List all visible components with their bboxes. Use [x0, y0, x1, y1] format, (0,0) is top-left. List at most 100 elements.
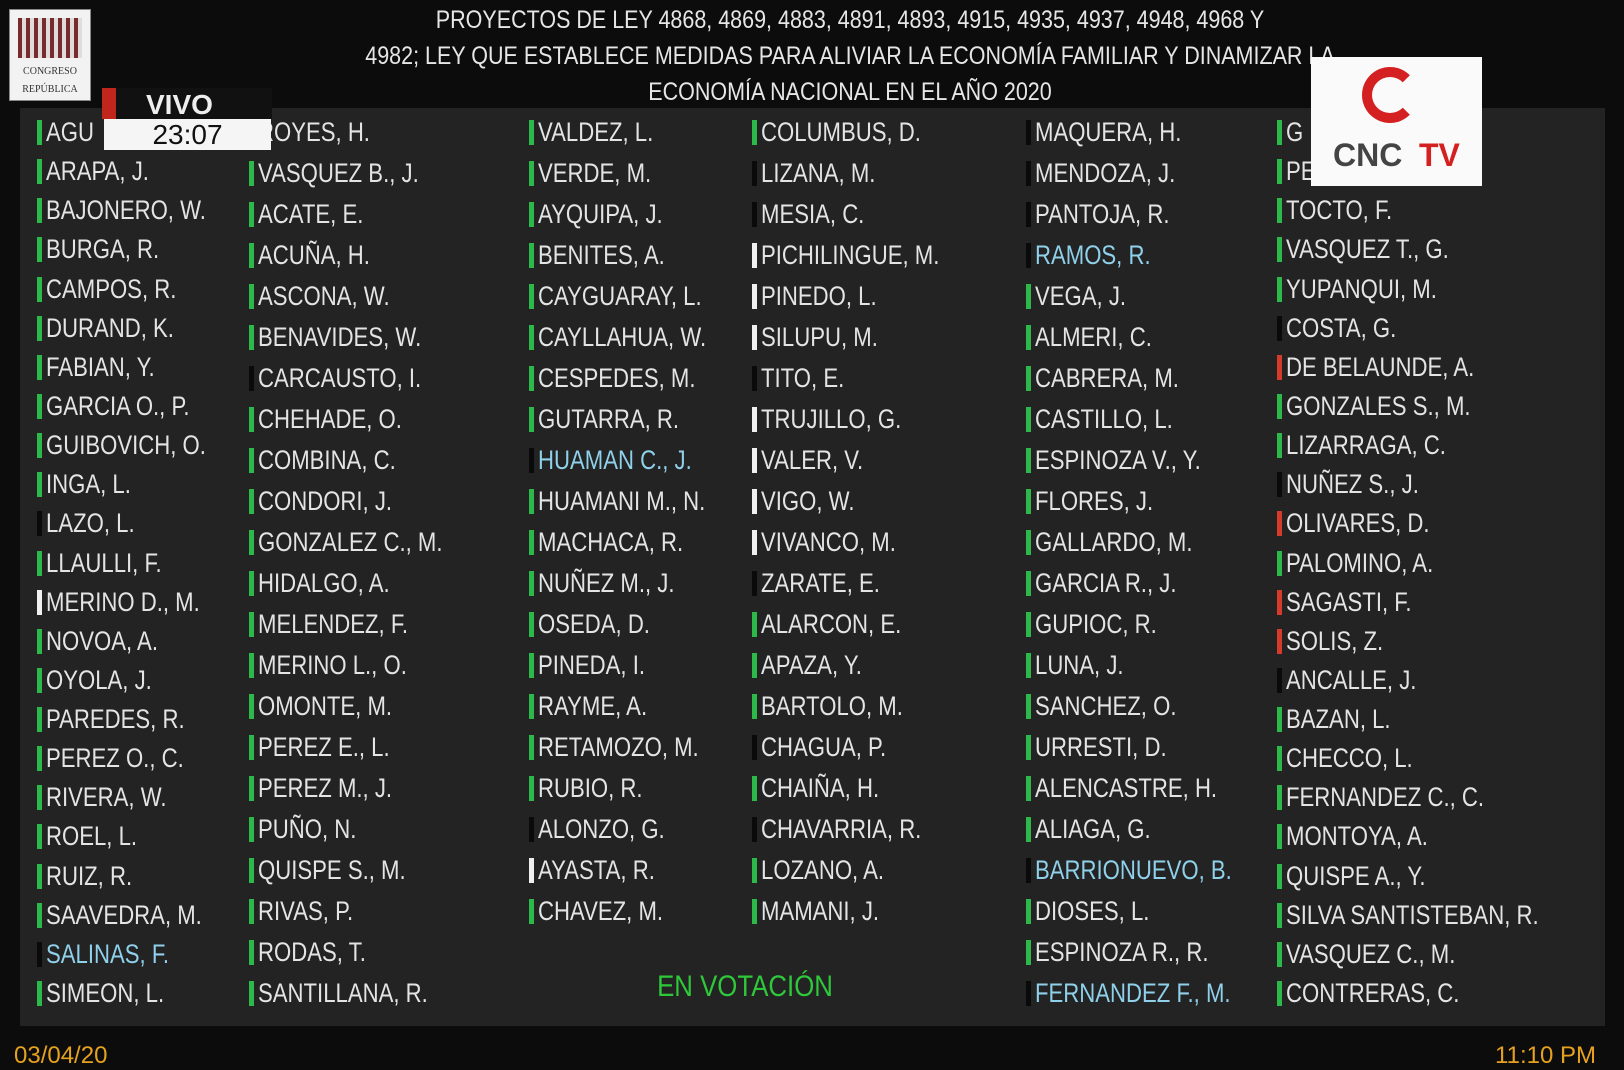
member-name: CABRERA, M. — [1035, 363, 1179, 393]
vote-marker — [529, 366, 534, 391]
member-name: COLUMBUS, D. — [761, 117, 921, 147]
vote-marker — [37, 628, 42, 654]
vote-marker — [752, 899, 757, 924]
member-name: INGA, L. — [46, 469, 131, 500]
vote-marker — [1277, 589, 1282, 615]
vote-marker — [1277, 941, 1282, 967]
vote-marker — [249, 243, 254, 268]
vote-marker — [249, 530, 254, 555]
vote-marker — [529, 653, 534, 678]
footer-time: 11:10 PM — [1495, 1042, 1596, 1069]
vote-marker — [37, 511, 42, 537]
vote-marker — [37, 198, 42, 224]
vote-marker — [249, 407, 254, 432]
member-name: VALER, V. — [761, 445, 864, 475]
member-name: CESPEDES, M. — [538, 363, 696, 393]
member-name: VERDE, M. — [538, 158, 652, 188]
member-name: RIVERA, W. — [46, 782, 167, 813]
vote-marker — [752, 530, 757, 555]
congress-logo: CONGRESO REPÚBLICA — [9, 9, 91, 101]
member-name: CHAVARRIA, R. — [761, 814, 922, 844]
vote-marker — [529, 817, 534, 842]
vote-marker — [37, 159, 42, 185]
member-name: PALOMINO, A. — [1286, 547, 1434, 578]
vote-marker — [37, 433, 42, 459]
vote-marker — [1277, 198, 1282, 224]
member-name: GONZALES S., M. — [1286, 390, 1471, 421]
member-name: ALENCASTRE, H. — [1035, 773, 1218, 803]
vote-marker — [529, 448, 534, 473]
vote-marker — [1277, 824, 1282, 850]
vote-marker — [1026, 899, 1031, 924]
vote-marker — [1026, 366, 1031, 391]
vote-marker — [249, 858, 254, 883]
member-name: LAZO, L. — [46, 508, 135, 539]
member-name: SILVA SANTISTEBAN, R. — [1286, 899, 1539, 930]
member-name: LIZARRAGA, C. — [1286, 430, 1446, 461]
vote-marker — [1026, 940, 1031, 965]
vote-marker — [752, 161, 757, 186]
vote-marker — [249, 776, 254, 801]
vote-marker — [37, 589, 42, 615]
vote-marker — [752, 817, 757, 842]
member-name: SAGASTI, F. — [1286, 586, 1412, 617]
member-name: TOCTO, F. — [1286, 195, 1393, 226]
member-name: BARTOLO, M. — [761, 691, 903, 721]
member-name: PEREZ M., J. — [258, 773, 393, 803]
member-name: HIDALGO, A. — [258, 568, 390, 598]
member-name: OSEDA, D. — [538, 609, 650, 639]
vote-marker — [1277, 472, 1282, 498]
vote-marker — [37, 746, 42, 772]
vote-marker — [1026, 284, 1031, 309]
footer-date: 03/04/20 — [14, 1042, 108, 1069]
vote-marker — [529, 858, 534, 883]
vote-marker — [529, 489, 534, 514]
vote-marker — [529, 776, 534, 801]
vote-marker — [1026, 407, 1031, 432]
member-name: MERINO D., M. — [46, 586, 200, 617]
vote-marker — [249, 366, 254, 391]
vote-marker — [529, 325, 534, 350]
vote-marker — [1026, 202, 1031, 227]
member-name: GARCIA R., J. — [1035, 568, 1177, 598]
vote-marker — [249, 161, 254, 186]
live-time: 23:07 — [104, 119, 271, 150]
member-name: AGU — [46, 117, 94, 147]
member-name: GUPIOC, R. — [1035, 609, 1157, 639]
vote-marker — [529, 202, 534, 227]
member-name: RAMOS, R. — [1035, 240, 1151, 270]
vote-marker — [1026, 612, 1031, 637]
vote-marker — [752, 284, 757, 309]
logo-ring — [1362, 67, 1418, 123]
member-name: BURGA, R. — [46, 234, 160, 265]
vote-marker — [529, 284, 534, 309]
member-name: DIOSES, L. — [1035, 896, 1150, 926]
vote-marker — [752, 571, 757, 596]
vote-marker — [1026, 448, 1031, 473]
vote-marker — [1277, 354, 1282, 380]
member-name: ALARCON, E. — [761, 609, 902, 639]
vote-marker — [1026, 120, 1031, 145]
member-name: BENAVIDES, W. — [258, 322, 422, 352]
vote-marker — [1026, 530, 1031, 555]
member-name: CHAVEZ, M. — [538, 896, 664, 926]
member-name: VASQUEZ C., M. — [1286, 938, 1456, 969]
member-name: BENITES, A. — [538, 240, 665, 270]
vote-marker — [1277, 433, 1282, 459]
member-name: ROEL, L. — [46, 821, 138, 852]
vote-marker — [249, 571, 254, 596]
member-name: GARCIA O., P. — [46, 390, 190, 421]
member-name: SALINAS, F. — [46, 938, 170, 969]
vote-marker — [1277, 550, 1282, 576]
vote-marker — [37, 315, 42, 341]
vote-marker — [249, 489, 254, 514]
member-name: GALLARDO, M. — [1035, 527, 1193, 557]
member-name: PEREZ E., L. — [258, 732, 390, 762]
vote-marker — [37, 902, 42, 928]
vote-marker — [1026, 653, 1031, 678]
member-name: MENDOZA, J. — [1035, 158, 1176, 188]
member-name: ARAPA, J. — [46, 156, 149, 187]
vote-marker — [529, 899, 534, 924]
vote-marker — [1277, 981, 1282, 1006]
vote-marker — [1277, 276, 1282, 302]
